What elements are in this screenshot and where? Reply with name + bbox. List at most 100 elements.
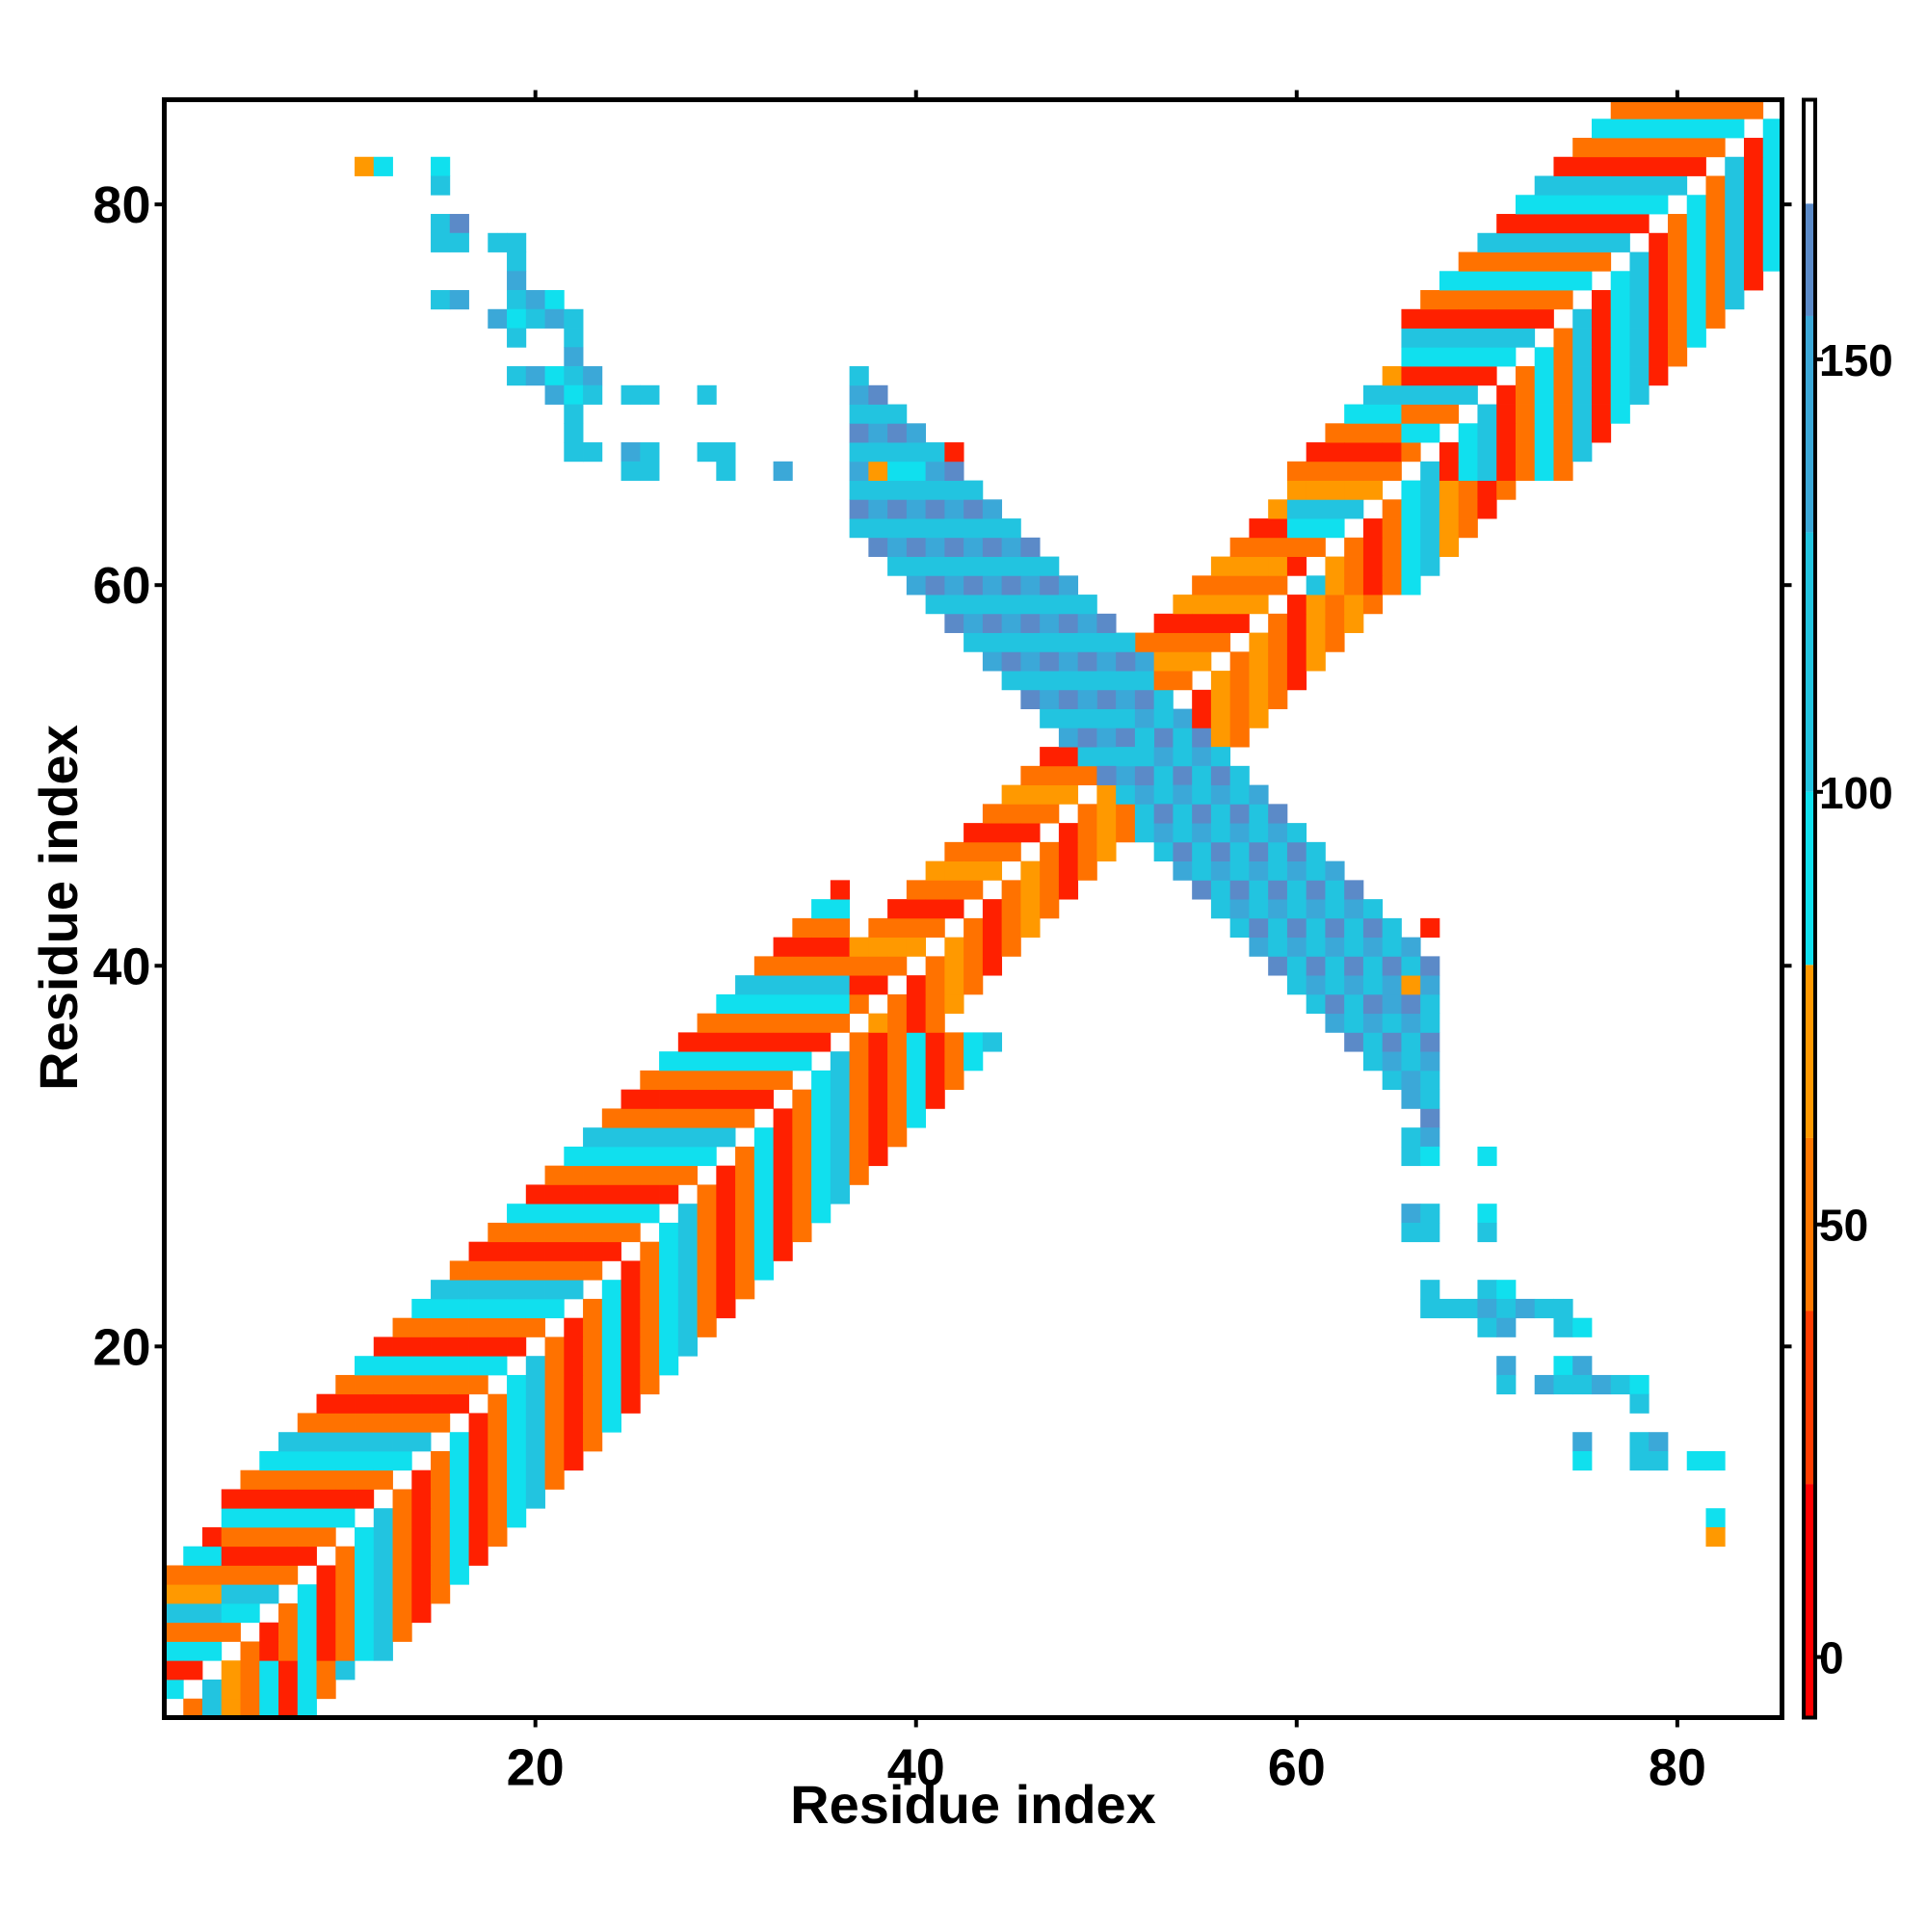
heatmap-cell	[830, 975, 850, 995]
heatmap-cell	[1173, 823, 1193, 843]
heatmap-cell	[964, 880, 984, 900]
heatmap-cell	[1591, 308, 1612, 329]
heatmap-cell	[355, 1489, 375, 1509]
heatmap-cell	[1229, 575, 1250, 595]
heatmap-cell	[1629, 1374, 1650, 1395]
heatmap-cell	[697, 1051, 717, 1072]
heatmap-cell	[507, 1298, 527, 1319]
heatmap-cell	[431, 1565, 451, 1585]
heatmap-cell	[906, 1108, 927, 1128]
heatmap-cell	[1458, 461, 1478, 481]
heatmap-cell	[1667, 290, 1688, 310]
heatmap-cell	[240, 1660, 260, 1681]
heatmap-cell	[449, 1565, 469, 1585]
heatmap-cell	[753, 1070, 774, 1091]
heatmap-cell	[1401, 937, 1421, 957]
heatmap-cell	[697, 1241, 717, 1261]
heatmap-cell	[1705, 271, 1726, 291]
heatmap-cell	[583, 1127, 603, 1148]
heatmap-cell	[1173, 728, 1193, 748]
heatmap-cell	[830, 1108, 850, 1128]
heatmap-cell	[564, 328, 584, 348]
heatmap-cell	[1458, 518, 1478, 539]
heatmap-cell	[1725, 271, 1745, 291]
heatmap-cell	[1667, 156, 1688, 176]
heatmap-cell	[1420, 1089, 1440, 1109]
heatmap-cell	[1306, 899, 1326, 919]
heatmap-cell	[964, 480, 984, 500]
heatmap-cell	[601, 1184, 621, 1204]
heatmap-cell	[1496, 1298, 1517, 1319]
heatmap-cell	[1534, 461, 1554, 481]
heatmap-cell	[601, 1337, 621, 1357]
heatmap-cell	[601, 1165, 621, 1185]
heatmap-cell	[1515, 251, 1536, 272]
heatmap-cell	[773, 1108, 793, 1128]
heatmap-cell	[1572, 1432, 1593, 1452]
heatmap-cell	[1286, 671, 1307, 691]
heatmap-cell	[392, 1526, 412, 1548]
heatmap-cell	[887, 956, 908, 976]
heatmap-cell	[259, 1584, 279, 1604]
heatmap-cell	[1629, 384, 1650, 405]
heatmap-cell	[1515, 232, 1536, 252]
heatmap-cell	[202, 1565, 223, 1585]
heatmap-cell	[1192, 632, 1212, 652]
heatmap-cell	[1325, 461, 1345, 481]
heatmap-cell	[944, 899, 964, 919]
heatmap-cell	[792, 1051, 812, 1072]
heatmap-cell	[335, 1622, 356, 1642]
heatmap-cell	[906, 917, 927, 939]
heatmap-cell	[1420, 1032, 1440, 1052]
y-tick-label: 20	[92, 1318, 150, 1376]
heatmap-cell	[964, 632, 984, 652]
heatmap-cell	[1286, 880, 1307, 900]
heatmap-cell	[1686, 156, 1706, 176]
heatmap-cell	[887, 404, 908, 424]
heatmap-cell	[1401, 384, 1421, 405]
heatmap-cell	[1553, 214, 1573, 234]
heatmap-cell	[1058, 747, 1079, 767]
heatmap-cell	[488, 1508, 508, 1528]
heatmap-cell	[468, 1508, 488, 1528]
heatmap-cell	[620, 461, 641, 481]
heatmap-cell	[355, 1622, 375, 1642]
heatmap-cell	[1077, 632, 1097, 652]
heatmap-cell	[1058, 651, 1079, 672]
heatmap-cell	[1382, 575, 1402, 595]
heatmap-cell	[925, 480, 945, 500]
heatmap-cell	[773, 1146, 793, 1167]
heatmap-cell	[1058, 860, 1079, 881]
heatmap-cell	[811, 1108, 832, 1128]
heatmap-cell	[1610, 271, 1630, 291]
heatmap-cell	[1534, 232, 1554, 252]
heatmap-cell	[564, 1222, 584, 1243]
heatmap-cell	[753, 993, 774, 1015]
heatmap-cell	[640, 1260, 660, 1281]
heatmap-cell	[278, 1546, 299, 1566]
heatmap-cell	[544, 1204, 565, 1224]
heatmap-cell	[906, 975, 927, 995]
heatmap-cell	[735, 1222, 755, 1243]
heatmap-cell	[1743, 156, 1764, 176]
heatmap-cell	[1420, 1280, 1440, 1300]
heatmap-cell	[1705, 1526, 1726, 1548]
heatmap-cell	[1401, 423, 1421, 443]
heatmap-cell	[1610, 347, 1630, 367]
heatmap-cell	[1344, 937, 1364, 957]
heatmap-cell	[1649, 290, 1669, 310]
heatmap-cell	[1667, 99, 1688, 119]
heatmap-cell	[735, 1070, 755, 1091]
heatmap-cell	[335, 1432, 356, 1452]
heatmap-cell	[564, 1204, 584, 1224]
heatmap-cell	[868, 442, 888, 463]
heatmap-cell	[677, 1204, 698, 1224]
heatmap-cell	[1649, 251, 1669, 272]
heatmap-cell	[849, 1032, 869, 1052]
heatmap-cell	[735, 993, 755, 1015]
heatmap-cell	[1286, 480, 1307, 500]
heatmap-cell	[753, 1127, 774, 1148]
heatmap-cell	[488, 1241, 508, 1261]
heatmap-cell	[164, 1584, 184, 1604]
heatmap-cell	[1629, 366, 1650, 386]
